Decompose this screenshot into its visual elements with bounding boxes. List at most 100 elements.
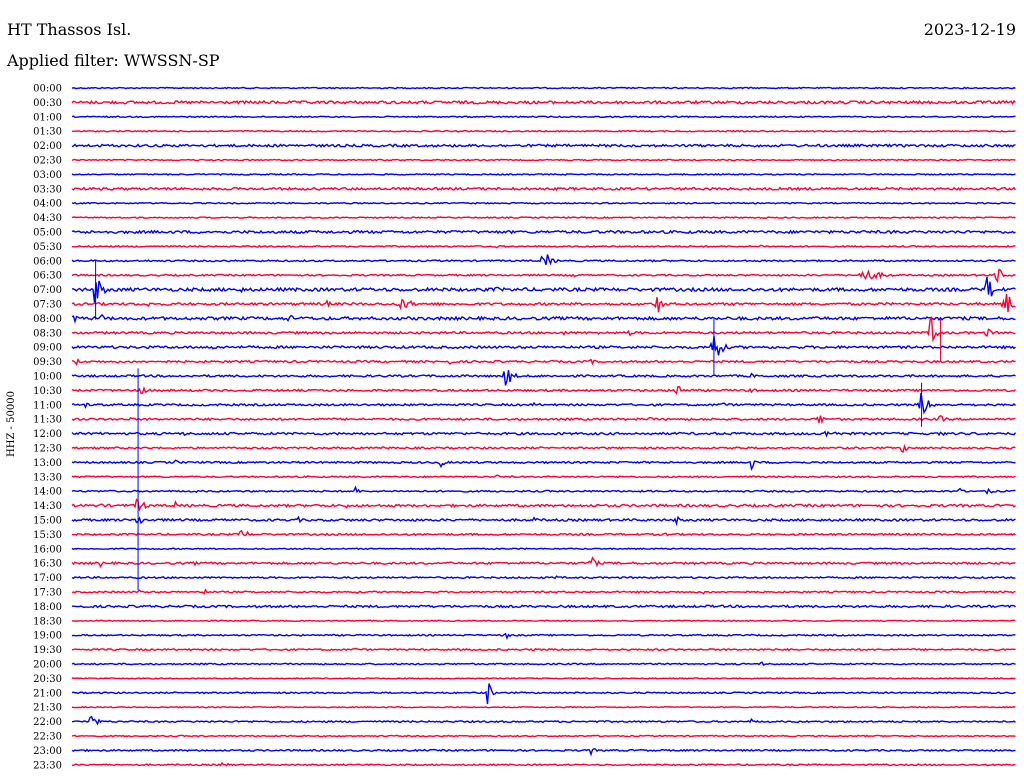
time-label-1330: 13:30: [33, 472, 62, 483]
y-axis-label: HHZ - 50000: [6, 391, 17, 457]
time-label-2300: 23:00: [33, 746, 62, 757]
trace-1000: [71, 370, 1016, 386]
trace-0800: [71, 313, 1016, 324]
time-label-1230: 12:30: [33, 444, 62, 455]
time-label-2100: 21:00: [33, 688, 62, 699]
time-label-0500: 05:00: [33, 228, 62, 239]
trace-0300: [71, 172, 1016, 176]
time-label-0530: 05:30: [33, 242, 62, 253]
time-label-0130: 01:30: [33, 127, 62, 138]
time-label-2030: 20:30: [33, 674, 62, 685]
trace-1500: [71, 515, 1016, 527]
trace-2330: [71, 761, 1016, 767]
time-label-1830: 18:30: [33, 616, 62, 627]
seismic-traces: [71, 86, 1017, 767]
time-label-1500: 15:00: [33, 516, 62, 527]
trace-1630: [71, 556, 1016, 569]
trace-1430: [71, 498, 1016, 512]
time-label-1100: 11:00: [33, 400, 62, 411]
trace-0830: [71, 316, 1016, 343]
filter-label: Applied filter: WWSSN-SP: [7, 51, 220, 70]
time-label-1130: 11:30: [33, 415, 62, 426]
time-label-0300: 03:00: [33, 170, 62, 181]
trace-2300: [71, 747, 1016, 757]
time-label-0830: 08:30: [33, 328, 62, 339]
time-label-0600: 06:00: [33, 256, 62, 267]
trace-1030: [71, 385, 1016, 395]
time-label-1600: 16:00: [33, 544, 62, 555]
trace-0430: [71, 216, 1016, 220]
trace-1400: [71, 485, 1016, 496]
trace-0730: [71, 293, 1016, 313]
time-label-1630: 16:30: [33, 559, 62, 570]
time-label-0330: 03:30: [33, 184, 62, 195]
time-label-1730: 17:30: [33, 588, 62, 599]
trace-0100: [71, 115, 1016, 119]
time-label-1930: 19:30: [33, 645, 62, 656]
time-label-1700: 17:00: [33, 573, 62, 584]
time-label-1400: 14:00: [33, 487, 62, 498]
trace-1130: [71, 415, 1016, 425]
trace-1230: [71, 443, 1016, 454]
trace-0500: [71, 229, 1016, 235]
trace-0000: [71, 86, 1016, 90]
trace-1530: [71, 529, 1016, 537]
trace-1600: [71, 547, 1016, 551]
trace-1700: [71, 575, 1016, 580]
time-label-2130: 21:30: [33, 703, 62, 714]
time-label-1030: 10:30: [33, 386, 62, 397]
trace-0930: [71, 357, 1016, 366]
time-label-0800: 08:00: [33, 314, 62, 325]
time-label-0930: 09:30: [33, 357, 62, 368]
time-label-0200: 02:00: [33, 141, 62, 152]
trace-2130: [71, 705, 1016, 709]
trace-0530: [71, 244, 1016, 249]
trace-2000: [71, 661, 1016, 667]
time-label-0230: 02:30: [33, 156, 62, 167]
trace-1730: [71, 588, 1016, 595]
trace-0200: [71, 143, 1016, 148]
trace-1100: [71, 392, 1017, 415]
trace-1800: [71, 604, 1016, 609]
trace-1200: [71, 430, 1017, 438]
time-label-1430: 14:30: [33, 501, 62, 512]
time-label-2000: 20:00: [33, 660, 62, 671]
time-label-0430: 04:30: [33, 213, 62, 224]
trace-0700: [71, 276, 1016, 303]
time-label-1900: 19:00: [33, 631, 62, 642]
time-labels: 00:00 00:30 01:00 01:30 02:00 02:30 03:00 03:30…: [33, 84, 62, 772]
time-label-0030: 00:30: [33, 98, 62, 109]
time-label-0000: 00:00: [33, 84, 62, 95]
time-label-1300: 13:00: [33, 458, 62, 469]
trace-2030: [71, 677, 1016, 680]
trace-2200: [71, 715, 1016, 726]
time-label-0100: 01:00: [33, 112, 62, 123]
trace-2230: [71, 734, 1016, 738]
trace-0030: [71, 99, 1016, 106]
trace-0230: [71, 158, 1016, 162]
time-label-0900: 09:00: [33, 343, 62, 354]
trace-2100: [71, 683, 1016, 705]
time-label-2200: 22:00: [33, 717, 62, 728]
time-label-1530: 15:30: [33, 530, 62, 541]
time-label-0700: 07:00: [33, 285, 62, 296]
trace-0330: [71, 186, 1017, 192]
time-label-1800: 18:00: [33, 602, 62, 613]
date-label: 2023-12-19: [923, 20, 1016, 39]
station-title: HT Thassos Isl.: [7, 20, 132, 39]
trace-0400: [71, 201, 1016, 205]
time-label-0730: 07:30: [33, 300, 62, 311]
time-label-1000: 10:00: [33, 372, 62, 383]
trace-0600: [71, 254, 1016, 266]
trace-0130: [71, 129, 1016, 133]
trace-1330: [71, 474, 1016, 479]
trace-1900: [71, 632, 1016, 640]
time-label-1200: 12:00: [33, 429, 62, 440]
trace-0630: [71, 268, 1016, 284]
time-label-0630: 06:30: [33, 271, 62, 282]
time-label-2230: 22:30: [33, 732, 62, 743]
trace-1300: [71, 459, 1016, 472]
trace-1930: [71, 647, 1016, 652]
time-label-2330: 23:30: [33, 760, 62, 771]
